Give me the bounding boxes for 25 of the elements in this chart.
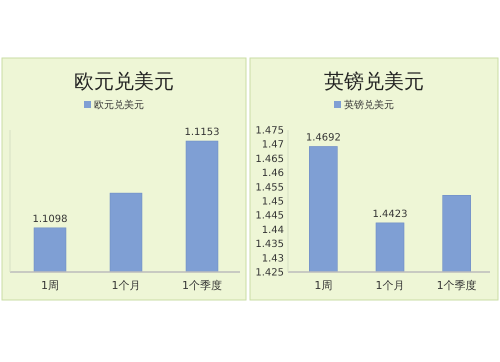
data-label: 1.4423 bbox=[372, 208, 408, 220]
y-tick-label: 1.47 bbox=[262, 140, 284, 151]
chart-title: 欧元兑美元 bbox=[74, 69, 174, 93]
data-label: 1.1098 bbox=[32, 214, 68, 225]
x-tick-label: 1周 bbox=[41, 279, 59, 292]
chart-title: 英镑兑美元 bbox=[324, 69, 424, 93]
y-tick-label: 1.455 bbox=[255, 182, 284, 194]
y-tick-label: 1.445 bbox=[255, 210, 284, 222]
x-tick-label: 1个季度 bbox=[182, 279, 222, 292]
x-tick-label: 1个季度 bbox=[436, 279, 477, 292]
x-tick-label: 1个月 bbox=[376, 279, 404, 292]
y-tick-label: 1.43 bbox=[262, 253, 284, 264]
y-tick-label: 1.465 bbox=[255, 154, 284, 165]
legend-label: 英镑兑美元 bbox=[344, 99, 394, 111]
data-label: 1.4692 bbox=[306, 132, 341, 144]
legend-label: 欧元兑美元 bbox=[94, 99, 144, 111]
y-tick-label: 1.475 bbox=[255, 126, 284, 136]
y-tick-label: 1.44 bbox=[262, 224, 284, 236]
data-label: 1.1153 bbox=[184, 127, 220, 138]
y-tick-label: 1.435 bbox=[255, 239, 284, 250]
x-tick-label: 1个月 bbox=[112, 279, 140, 292]
y-tick-label: 1.425 bbox=[255, 268, 284, 278]
y-tick-label: 1.45 bbox=[262, 196, 284, 208]
y-tick-label: 1.46 bbox=[262, 168, 284, 180]
x-tick-label: 1周 bbox=[314, 279, 332, 292]
